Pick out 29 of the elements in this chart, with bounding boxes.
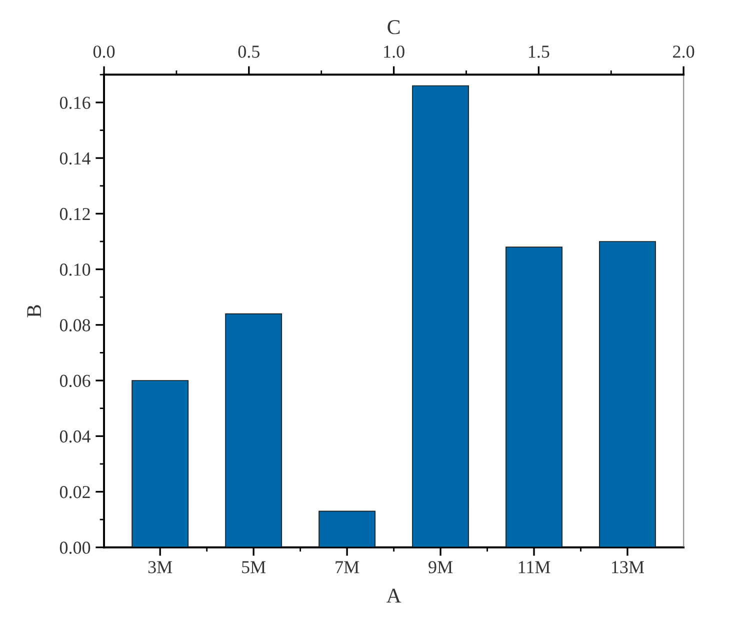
x-tick-label: 9M [428, 561, 453, 574]
y-tick-label: 0.08 [60, 319, 90, 332]
y-tick-label: 0.02 [60, 486, 90, 498]
y-tick-label: 0.06 [60, 374, 90, 388]
x2-axis-title: C [388, 20, 400, 34]
y-tick-label: 0.00 [60, 542, 90, 554]
x-tick-label: 13M [612, 561, 644, 574]
x-tick-label: 7M [336, 561, 360, 574]
y-axis-title: B [27, 305, 41, 318]
y-tick-label: 0.12 [60, 208, 90, 220]
bar [412, 85, 469, 548]
bar [318, 510, 376, 548]
x2-tick-label: 1.0 [384, 46, 404, 58]
x2-tick-label: 0.5 [238, 46, 260, 58]
y-tick-label: 0.14 [60, 152, 91, 165]
x-tick-label: 5M [242, 561, 266, 574]
bar [225, 313, 282, 548]
x-axis-title: A [386, 588, 402, 602]
bar [132, 380, 189, 548]
x2-tick-label: 1.5 [528, 46, 550, 58]
x-tick-label: 11M [518, 561, 550, 574]
x2-tick-label: 0.0 [93, 46, 115, 58]
y-tick-label: 0.10 [60, 264, 90, 276]
bar [506, 246, 562, 548]
y-tick-label: 0.16 [60, 96, 90, 109]
y-tick-label: 0.04 [60, 430, 91, 443]
x-tick-label: 3M [148, 561, 172, 574]
x2-tick-label: 2.0 [673, 46, 694, 58]
bar [599, 241, 656, 548]
